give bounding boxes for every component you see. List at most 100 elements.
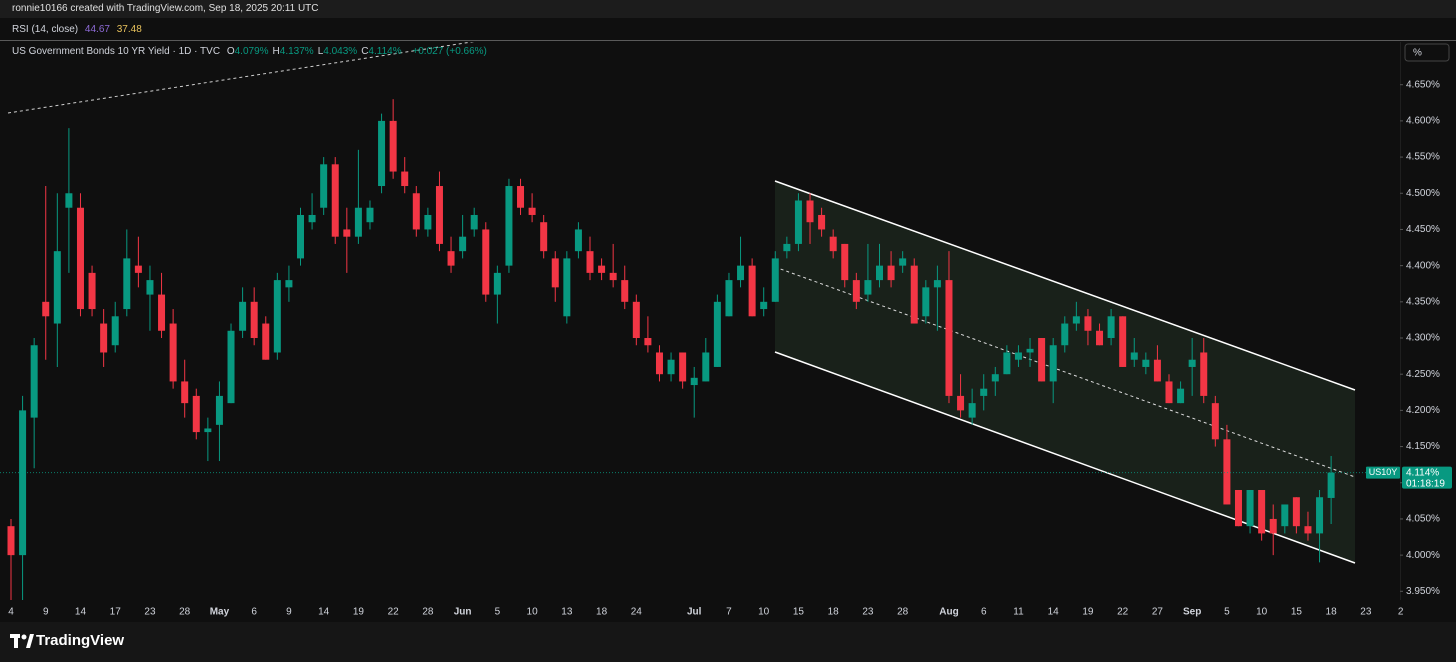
candle-body: [760, 301, 768, 310]
ohlc-key: O: [226, 46, 235, 57]
candle-body: [250, 301, 258, 339]
channel-mid: [774, 266, 1356, 478]
ohlc-value: 4.137%: [279, 46, 314, 57]
x-tick-label: 24: [631, 607, 643, 618]
axis-unit: %: [1413, 48, 1422, 59]
y-tick-label: 4.350%: [1406, 296, 1440, 307]
candle-body: [1177, 388, 1185, 404]
x-tick-label: 23: [1360, 607, 1372, 618]
x-tick-label: 9: [43, 607, 49, 618]
candle-body: [864, 280, 872, 295]
x-tick-label: 18: [596, 607, 608, 618]
x-tick-label: 19: [1082, 607, 1094, 618]
candle-body: [1061, 323, 1069, 346]
candle-body: [412, 193, 420, 230]
indicator-legend: RSI (14, close) 44.67 37.48: [12, 24, 146, 35]
y-tick-label: 4.500%: [1406, 188, 1440, 199]
candle-body: [424, 214, 432, 230]
unit-box: [1404, 43, 1450, 62]
y-tick-label: 4.450%: [1406, 224, 1440, 235]
candle-body: [354, 207, 362, 237]
candle-body: [378, 120, 386, 187]
brand: TradingView: [36, 632, 124, 649]
candle-body: [806, 200, 814, 223]
x-tick-label: 19: [353, 607, 365, 618]
x-tick-label: 10: [527, 607, 539, 618]
candles: [0, 99, 1400, 600]
candle-body: [551, 258, 559, 288]
candle-body: [841, 243, 849, 281]
candle-body: [285, 280, 293, 288]
candle-body: [134, 265, 142, 273]
candle-body: [169, 323, 177, 382]
candle-body: [621, 280, 629, 302]
x-tick-label: 18: [828, 607, 840, 618]
x-tick-label: Jun: [454, 607, 472, 618]
candle-body: [528, 207, 536, 215]
x-tick-label: 27: [1152, 607, 1164, 618]
candle-body: [991, 374, 999, 382]
y-tick-label: 4.150%: [1406, 441, 1440, 452]
candle-body: [111, 316, 119, 346]
x-tick-label: Aug: [939, 607, 958, 618]
candle-body: [1327, 472, 1335, 498]
candle-body: [1026, 348, 1034, 353]
candle-body: [1014, 352, 1022, 360]
candle-body: [598, 265, 606, 273]
candle-body: [215, 395, 223, 425]
candle-body: [737, 265, 745, 281]
candle-body: [783, 243, 791, 252]
candle-body: [505, 186, 513, 266]
footer-bar: [0, 622, 1456, 662]
change: +0.027 (+0.66%): [412, 46, 487, 57]
ohlc-key: L: [317, 46, 324, 57]
candle-body: [192, 395, 200, 433]
candle-body: [493, 272, 501, 295]
channel-upper: [774, 180, 1356, 391]
x-tick-label: Jul: [687, 607, 702, 618]
candle-body: [644, 338, 652, 346]
candle-body: [690, 377, 698, 386]
ohlc-key: C: [361, 46, 369, 57]
y-tick-label: 4.050%: [1406, 514, 1440, 525]
candle-body: [146, 280, 154, 295]
candle-body: [76, 207, 84, 310]
x-tick-label: 7: [726, 607, 732, 618]
candle-body: [1316, 497, 1324, 534]
candle-body: [239, 301, 247, 331]
ohlc-value: 4.114%: [368, 46, 402, 57]
candle-body: [1072, 316, 1080, 324]
candle-body: [273, 280, 281, 353]
candle-body: [655, 352, 663, 375]
x-tick-label: 4: [8, 607, 14, 618]
candle-body: [667, 359, 675, 375]
symbol-legend: US Government Bonds 10 YR Yield · 1D · T…: [12, 46, 491, 57]
x-tick-label: 22: [388, 607, 400, 618]
y-tick-label: 4.550%: [1406, 152, 1440, 163]
candle-body: [1165, 381, 1173, 404]
candle-body: [910, 265, 918, 324]
candle-body: [563, 258, 571, 317]
candle-body: [679, 352, 687, 382]
price-tag: 4.114%: [1406, 467, 1439, 478]
candle-body: [517, 186, 525, 208]
candle-body: [308, 214, 316, 223]
candle-body: [470, 214, 478, 230]
ohlc-legend: O4.079% H4.137% L4.043% C4.114%: [227, 46, 406, 57]
candle-body: [968, 403, 976, 418]
candle-body: [1003, 352, 1011, 375]
candle-body: [227, 330, 235, 404]
candle-body: [181, 381, 189, 404]
candle-body: [1038, 338, 1046, 382]
candle-body: [459, 236, 467, 252]
candle-body: [42, 301, 50, 317]
x-tick-label: 11: [1013, 607, 1024, 618]
ohlc-key: H: [272, 46, 280, 57]
x-tick-label: 28: [179, 607, 191, 618]
candle-body: [343, 229, 351, 237]
candle-body: [887, 265, 895, 281]
candle-body: [771, 258, 779, 302]
candle-body: [435, 186, 443, 244]
